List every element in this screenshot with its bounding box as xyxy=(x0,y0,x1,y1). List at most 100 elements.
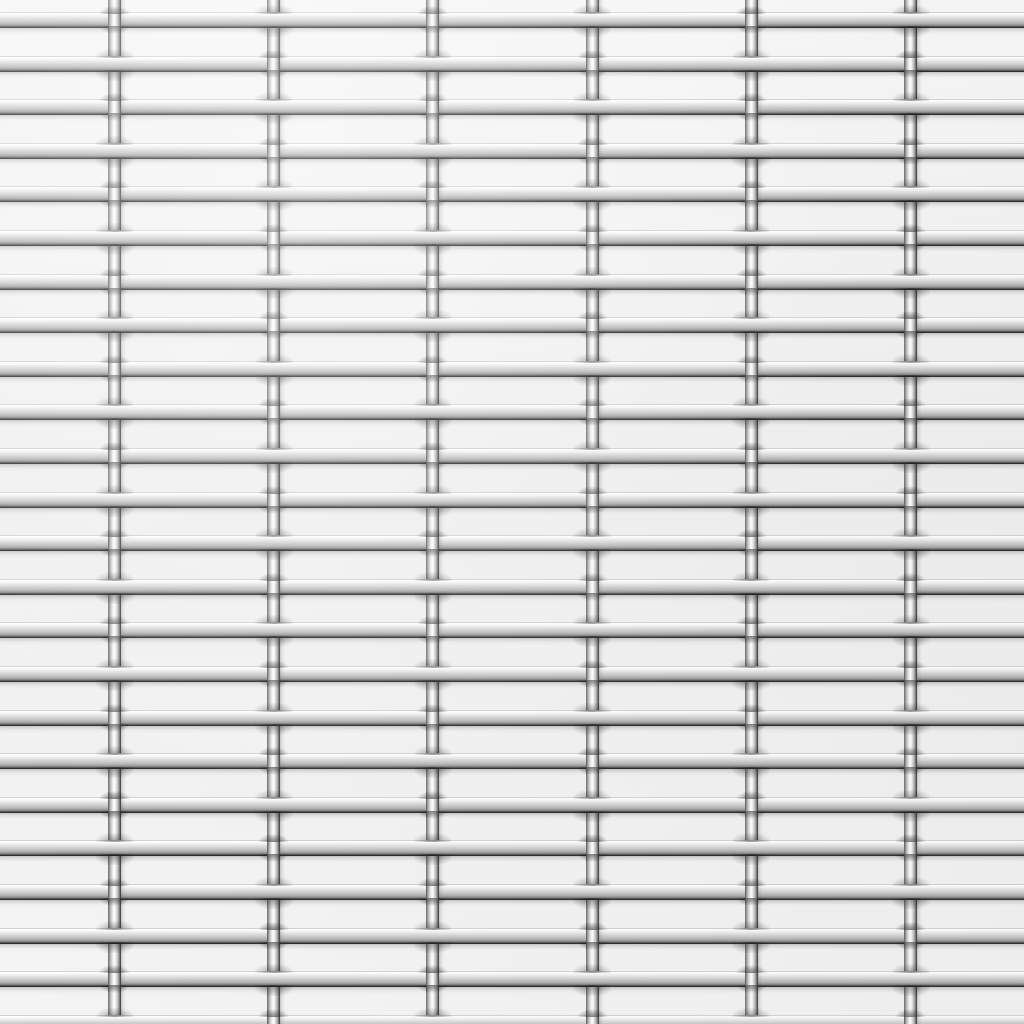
weft-wire-shadow xyxy=(0,898,1024,907)
weft-wire xyxy=(0,12,1024,28)
crossing-weft-over-warp xyxy=(891,528,930,561)
crossing-warp-over-weft xyxy=(417,616,449,645)
crossing-weft-over-warp xyxy=(891,92,930,125)
crossing-warp-over-weft xyxy=(417,878,449,906)
crossing-weft-over-warp xyxy=(732,48,771,81)
crossing-weft-over-warp xyxy=(413,920,452,953)
crossing-warp-over-weft xyxy=(735,180,767,209)
weft-wire xyxy=(0,666,1024,682)
crossing-warp-over-weft xyxy=(576,311,608,340)
crossing-weft-over-warp xyxy=(254,789,293,822)
weft-wire xyxy=(0,840,1024,857)
crossing-weft-over-warp xyxy=(573,92,612,125)
warp-wire-shadow xyxy=(915,0,922,1024)
weft-wire-shadow xyxy=(0,374,1024,384)
crossing-weft-over-warp xyxy=(891,441,930,473)
weft-wire-shadow xyxy=(0,113,1024,123)
crossing-warp-over-weft xyxy=(417,965,449,994)
crossing-weft-over-warp xyxy=(254,92,293,125)
crossing-warp-over-weft xyxy=(735,442,767,470)
crossing-warp-over-weft xyxy=(417,180,449,209)
crossing-weft-over-warp xyxy=(95,571,134,604)
weft-wire xyxy=(0,796,1024,813)
crossing-weft-over-warp xyxy=(95,310,134,343)
crossing-warp-over-weft xyxy=(895,1008,926,1024)
crossing-warp-over-weft xyxy=(576,398,608,427)
crossing-warp-over-weft xyxy=(735,616,767,645)
weft-wire xyxy=(0,709,1024,726)
crossing-warp-over-weft xyxy=(417,790,449,819)
crossing-weft-over-warp xyxy=(254,877,293,909)
crossing-weft-over-warp xyxy=(891,353,930,386)
weft-wire xyxy=(0,927,1024,944)
crossing-weft-over-warp xyxy=(413,659,452,691)
crossing-warp-over-weft xyxy=(258,224,290,252)
crossing-warp-over-weft xyxy=(895,224,926,252)
crossing-warp-over-weft xyxy=(258,660,290,688)
crossing-weft-over-warp xyxy=(95,833,134,866)
weft-wire xyxy=(0,578,1024,595)
crossing-weft-over-warp xyxy=(254,266,293,299)
weft-wire-shadow xyxy=(0,26,1024,35)
crossing-warp-over-weft xyxy=(258,485,290,514)
crossing-warp-over-weft xyxy=(576,136,608,165)
weft-wire-shadow xyxy=(0,462,1024,471)
crossing-warp-over-weft xyxy=(417,267,449,296)
crossing-weft-over-warp xyxy=(95,397,134,430)
crossing-weft-over-warp xyxy=(254,702,293,735)
weft-wire xyxy=(0,186,1024,203)
crossing-warp-over-weft xyxy=(99,6,130,34)
weft-wire xyxy=(0,55,1024,72)
crossing-weft-over-warp xyxy=(573,964,612,997)
weft-wire xyxy=(0,1014,1024,1024)
weft-wire-shadow xyxy=(0,723,1024,733)
crossing-weft-over-warp xyxy=(95,135,134,168)
crossing-warp-over-weft xyxy=(895,572,926,601)
weft-wire-shadow xyxy=(0,549,1024,559)
weft-wire-shadow xyxy=(0,767,1024,777)
weft-wire-shadow xyxy=(0,985,1024,995)
weft-wire xyxy=(0,753,1024,770)
crossing-warp-over-weft xyxy=(258,136,290,165)
crossing-weft-over-warp xyxy=(573,266,612,299)
warp-wire-shadow xyxy=(278,0,286,1024)
crossing-weft-over-warp xyxy=(891,179,930,212)
crossing-warp-over-weft xyxy=(99,529,130,558)
crossing-weft-over-warp xyxy=(573,441,612,473)
crossing-weft-over-warp xyxy=(732,397,771,430)
crossing-warp-over-weft xyxy=(258,311,290,340)
crossing-weft-over-warp xyxy=(254,353,293,386)
weft-wire-shadow xyxy=(0,287,1024,297)
crossing-weft-over-warp xyxy=(95,223,134,255)
crossing-weft-over-warp xyxy=(413,397,452,430)
crossing-weft-over-warp xyxy=(732,746,771,779)
weft-wire-shadow xyxy=(0,418,1024,428)
crossing-weft-over-warp xyxy=(732,833,771,866)
crossing-weft-over-warp xyxy=(573,877,612,909)
warp-wire-shadow xyxy=(755,0,763,1024)
crossing-weft-over-warp xyxy=(95,48,134,81)
crossing-warp-over-weft xyxy=(417,6,449,34)
crossing-weft-over-warp xyxy=(254,179,293,212)
crossing-weft-over-warp xyxy=(732,920,771,953)
crossing-warp-over-weft xyxy=(895,49,926,78)
crossing-warp-over-weft xyxy=(99,442,130,470)
weft-wire-shadow xyxy=(0,680,1024,689)
crossing-weft-over-warp xyxy=(413,571,452,604)
weft-wire xyxy=(0,142,1024,159)
crossing-warp-over-weft xyxy=(895,485,926,514)
crossing-warp-over-weft xyxy=(735,6,767,34)
crossing-warp-over-weft xyxy=(417,354,449,383)
weft-wire xyxy=(0,317,1024,334)
crossing-warp-over-weft xyxy=(735,93,767,122)
crossing-weft-over-warp xyxy=(732,135,771,168)
weft-wire xyxy=(0,99,1024,116)
crossing-weft-over-warp xyxy=(573,789,612,822)
crossing-weft-over-warp xyxy=(573,702,612,735)
crossing-weft-over-warp xyxy=(732,659,771,691)
crossing-warp-over-weft xyxy=(99,267,130,296)
crossing-warp-over-weft xyxy=(576,921,608,950)
weft-wire-shadow xyxy=(0,156,1024,166)
crossing-warp-over-weft xyxy=(895,660,926,688)
